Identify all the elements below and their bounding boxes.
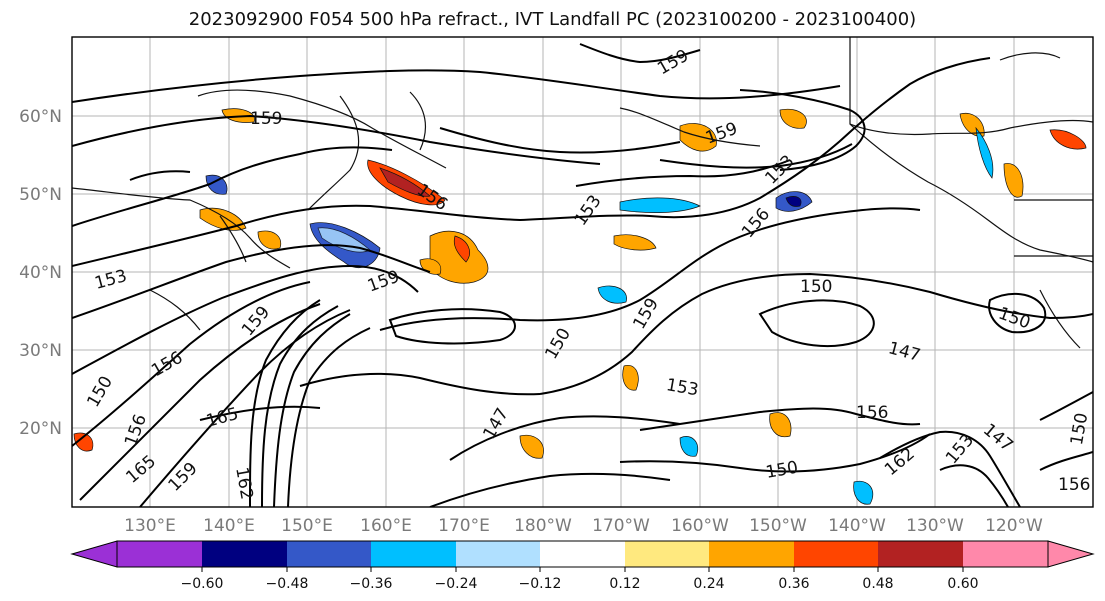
lon-tick-label: 160°W [671,516,729,536]
colorbar: −0.60 −0.48 −0.36 −0.24 −0.12 0.12 0.24 … [70,540,1095,592]
colorbar-segment [117,541,202,567]
latitude-axis: 60°N 50°N 40°N 30°N 20°N [19,107,62,439]
graticule [72,37,1093,507]
contour-label: 156 [856,403,888,423]
colorbar-tick-label: 0.12 [609,576,640,592]
lon-tick-label: 170°E [438,516,490,536]
colorbar-extend-high [1047,540,1095,568]
colorbar-tick-label: −0.24 [435,576,478,592]
figure-title: 2023092900 F054 500 hPa refract., IVT La… [188,9,917,30]
colorbar-extend-low [70,540,118,568]
lat-tick-label: 50°N [19,185,62,205]
lon-tick-label: 170°W [592,516,650,536]
colorbar-tick-label: 0.36 [778,576,809,592]
lat-tick-label: 30°N [19,341,62,361]
colorbar-tick-label: −0.36 [350,576,393,592]
colorbar-tick-label: −0.48 [266,576,309,592]
lon-tick-label: 150°E [281,516,333,536]
colorbar-tick-label: 0.48 [862,576,893,592]
lat-tick-label: 40°N [19,263,62,283]
lon-tick-label: 130°E [124,516,176,536]
colorbar-segment [371,541,456,567]
lon-tick-label: 160°E [360,516,412,536]
colorbar-tick-label: 0.24 [693,576,724,592]
colorbar-outline [116,540,1049,568]
lon-tick-label: 150°W [749,516,807,536]
lon-tick-label: 120°W [985,516,1043,536]
longitude-axis: 130°E 140°E 150°E 160°E 170°E 180°W 170°… [124,516,1043,536]
contour-label: 150 [800,277,832,297]
colorbar-tick-label: −0.12 [519,576,562,592]
colorbar-segment [202,541,287,567]
colorbar-segment [540,541,625,567]
colorbar-segment [709,541,794,567]
lon-tick-label: 140°E [203,516,255,536]
colorbar-tick-label: 0.60 [947,576,978,592]
lon-tick-label: 140°W [828,516,886,536]
contour-label: 159 [250,109,282,129]
colorbar-segment [456,541,540,567]
colorbar-tick-label: −0.60 [181,576,224,592]
contours [72,43,1093,507]
colorbar-ticks [201,567,964,572]
colorbar-segment [963,541,1048,567]
colorbar-segment [878,541,963,567]
lat-tick-label: 20°N [19,419,62,439]
lat-tick-label: 60°N [19,107,62,127]
colorbar-segment [625,541,709,567]
colorbar-segment [287,541,371,567]
colorbar-segment [794,541,878,567]
lon-tick-label: 180°W [514,516,572,536]
map-frame [71,36,1094,508]
contour-label: 156 [1058,475,1090,495]
lon-tick-label: 130°W [906,516,964,536]
